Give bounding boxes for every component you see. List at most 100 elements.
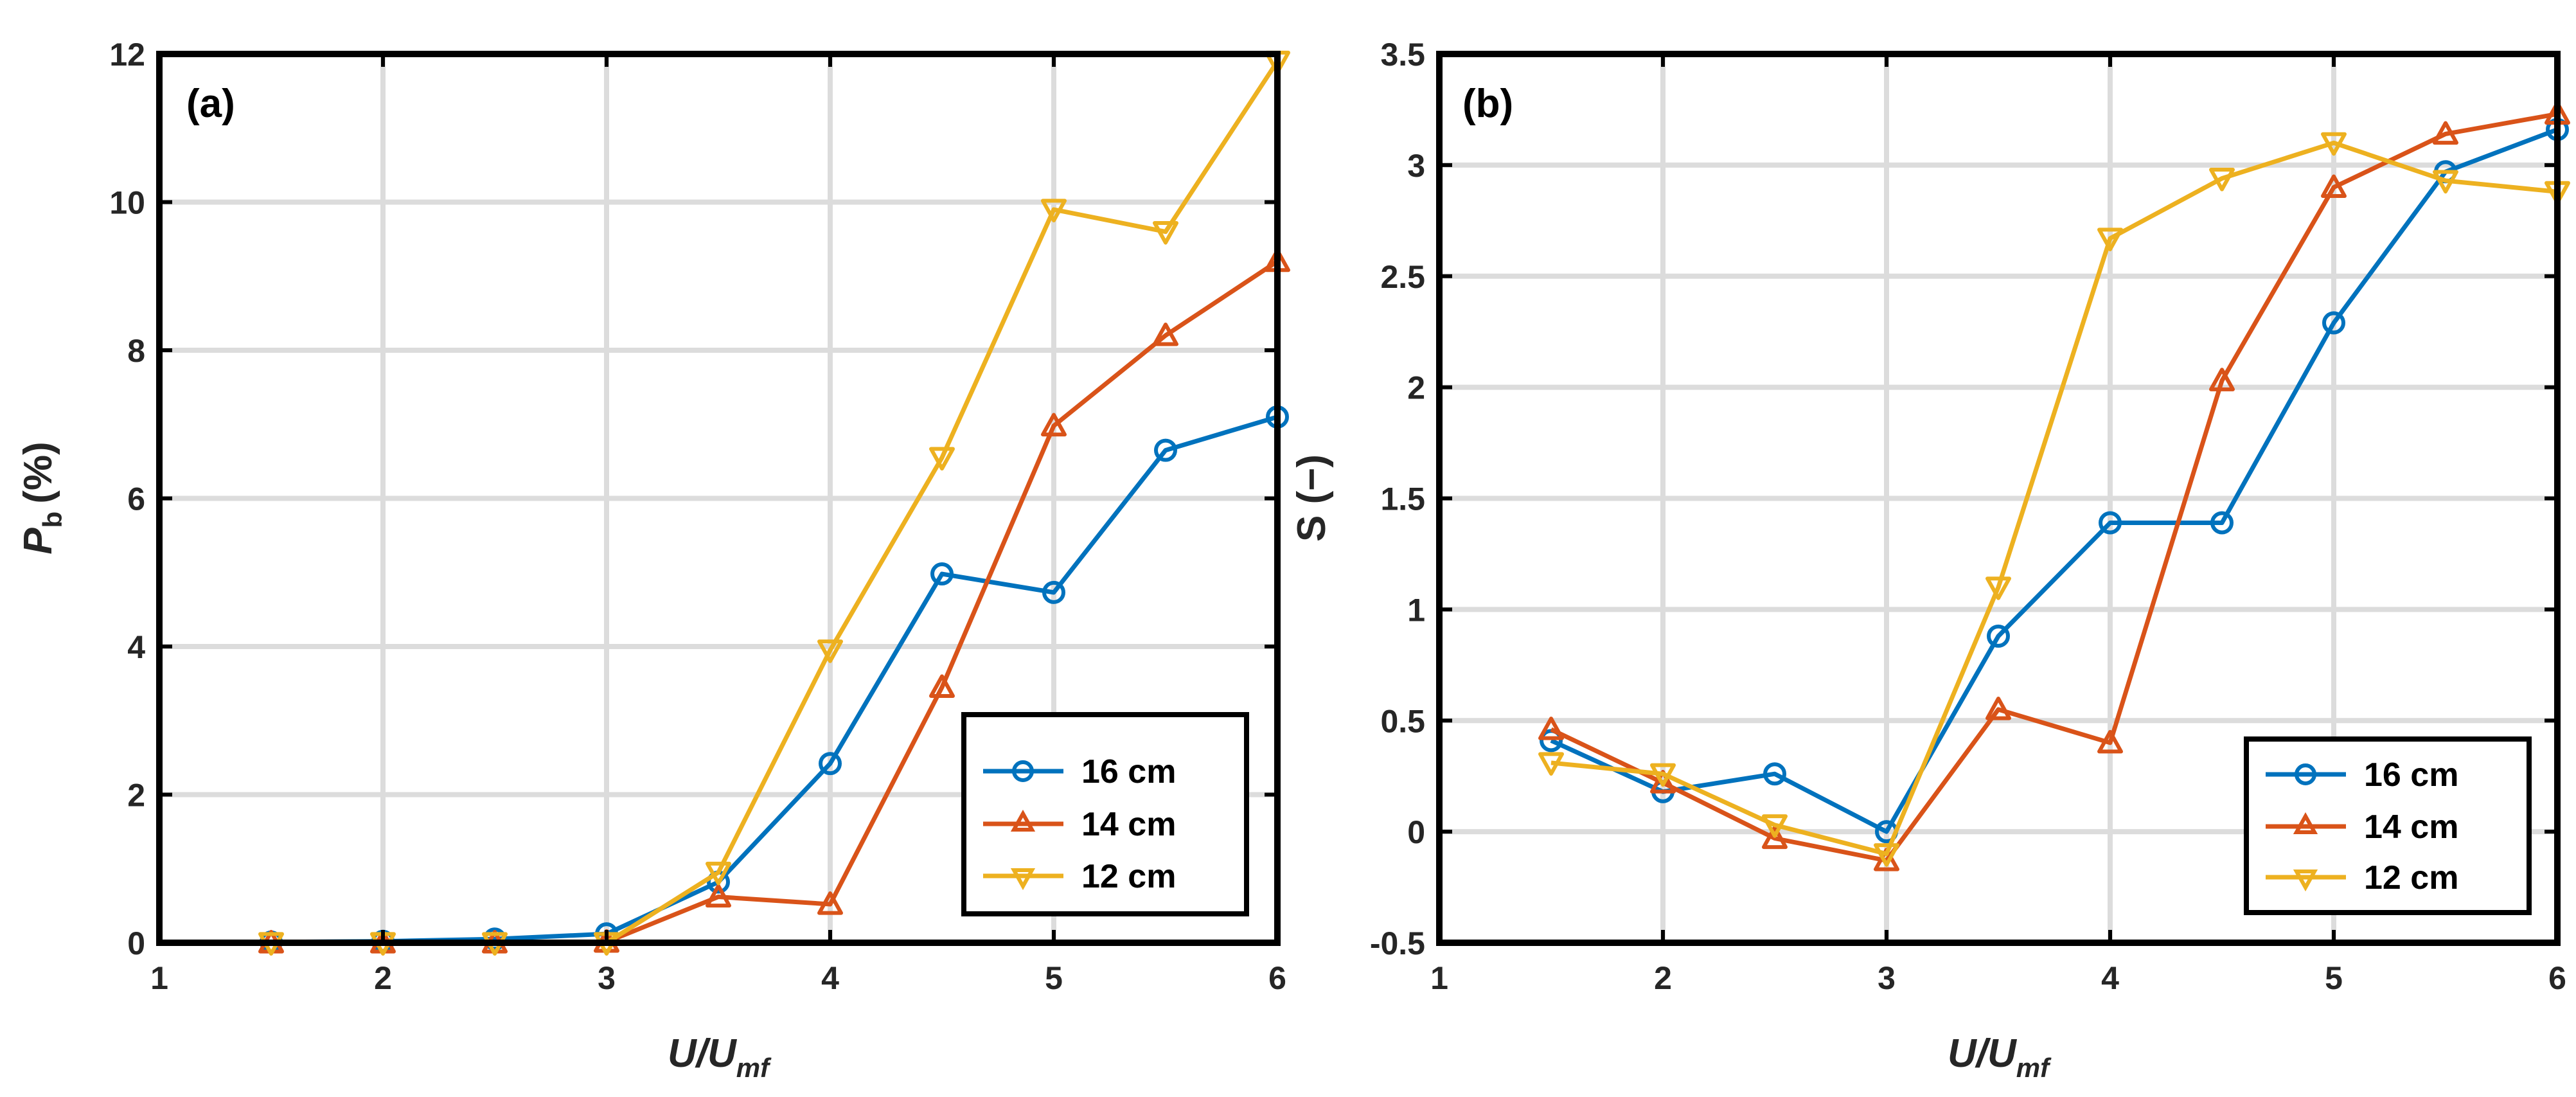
- data-point-16cm-a: [1154, 438, 1177, 462]
- legend-label-12cm-b: 12 cm: [2364, 859, 2458, 896]
- data-point-12cm-a: [1153, 221, 1178, 245]
- legend-label-12cm-a: 12 cm: [1081, 858, 1176, 895]
- legend-marker-16cm-b: [2295, 763, 2316, 785]
- data-point-12cm-b: [1650, 763, 1676, 787]
- x-tick-label-b: 6: [2548, 960, 2566, 996]
- legend-marker-12cm-b: [2293, 870, 2318, 892]
- x-tick-label-b: 3: [1878, 960, 1896, 996]
- x-tick-label-a: 1: [150, 960, 168, 996]
- legend-marker-14cm-a: [1010, 809, 1036, 832]
- y-tick-label-b: 2: [1407, 370, 1425, 406]
- data-point-14cm-a: [817, 891, 843, 915]
- x-axis-title-b: U/Umf: [1948, 1031, 2052, 1083]
- y-tick-label-a: 12: [109, 37, 145, 73]
- y-tick-label-b: 3.5: [1380, 37, 1425, 73]
- data-point-14cm-b: [2097, 729, 2123, 754]
- y-tick-label-b: 1: [1407, 592, 1425, 628]
- x-axis-title-a: U/Umf: [668, 1031, 772, 1083]
- data-point-12cm-a: [817, 639, 843, 663]
- data-point-14cm-b: [2209, 368, 2235, 391]
- legend-entry-16cm-b: 16 cm: [2266, 756, 2458, 794]
- legend-entry-14cm-b: 14 cm: [2266, 808, 2458, 846]
- y-axis-title-b: S (−): [1290, 454, 1334, 542]
- legend-marker-12cm-a: [1010, 868, 1036, 891]
- data-point-12cm-b: [1538, 752, 1564, 776]
- x-tick-label-a: 2: [374, 960, 392, 996]
- data-point-16cm-a: [819, 752, 842, 776]
- data-point-14cm-a: [706, 884, 731, 908]
- y-axis-title-a: Pb(%): [16, 441, 67, 554]
- legend-entry-14cm-a: 14 cm: [983, 806, 1176, 843]
- xtick-labels-a: 1 2 3 4 5 6: [150, 960, 1286, 996]
- data-point-14cm-a: [929, 674, 955, 698]
- x-tick-label-b: 5: [2325, 960, 2343, 996]
- y-tick-label-b: 0: [1407, 814, 1425, 850]
- legend-marker-14cm-b: [2293, 812, 2318, 834]
- series-line-12cm-b: [1550, 140, 2558, 857]
- data-point-12cm-a: [1041, 199, 1067, 223]
- data-point-14cm-b: [1985, 696, 2011, 720]
- data-point-16cm-a: [930, 562, 954, 586]
- data-point-14cm-b: [2321, 174, 2347, 199]
- data-point-14cm-a: [1153, 322, 1178, 346]
- data-point-14cm-b: [1538, 717, 1564, 740]
- data-point-12cm-b: [1762, 814, 1788, 838]
- series-line-16cm-b: [1550, 127, 2559, 834]
- legend-label-14cm-b: 14 cm: [2364, 808, 2458, 846]
- data-point-12cm-b: [2097, 227, 2123, 251]
- y-tick-label-a: 6: [127, 481, 145, 517]
- xtick-labels-b: 1 2 3 4 5 6: [1430, 960, 2566, 996]
- data-point-16cm-b: [1987, 624, 2010, 648]
- x-tick-label-b: 2: [1654, 960, 1672, 996]
- legend-box-a: [961, 712, 1249, 916]
- data-point-16cm-b: [2210, 511, 2234, 535]
- data-point-14cm-b: [1762, 825, 1788, 850]
- y-tick-label-b: -0.5: [1370, 925, 1425, 961]
- panel-b: 1 2 3 4 5 6 -0.5 0 0.5 1 1.5 2 2.5 3 3.5 (b) U/Umf S …: [1290, 37, 2570, 1083]
- grid-b: [1439, 54, 2557, 943]
- legend-marker-16cm-a: [1012, 760, 1034, 782]
- ticks-a: [157, 52, 1279, 945]
- data-point-14cm-b: [2433, 121, 2458, 145]
- data-point-12cm-b: [2321, 132, 2347, 156]
- y-tick-label-a: 4: [127, 629, 145, 665]
- legend-a: 16 cm 14 cm 12 cm: [961, 712, 1249, 916]
- data-point-12cm-b: [2433, 170, 2458, 194]
- panel-label-b: (b): [1462, 82, 1513, 126]
- y-tick-label-a: 2: [127, 778, 145, 814]
- y-tick-label-b: 1.5: [1380, 481, 1425, 517]
- data-point-14cm-b: [1874, 848, 1899, 871]
- legend-entry-16cm-a: 16 cm: [983, 753, 1176, 790]
- ticks-b: [1437, 52, 2559, 945]
- data-point-12cm-a: [706, 861, 731, 886]
- legend-b: 16 cm 14 cm 12 cm: [2244, 736, 2532, 915]
- data-point-16cm-b: [1763, 762, 1786, 786]
- data-point-14cm-b: [1650, 770, 1676, 794]
- ytick-labels-b: -0.5 0 0.5 1 1.5 2 2.5 3 3.5: [1370, 37, 1425, 961]
- x-tick-label-a: 6: [1268, 960, 1286, 996]
- data-point-12cm-b: [2209, 168, 2235, 192]
- legend-label-16cm-b: 16 cm: [2364, 756, 2458, 794]
- legend-entry-12cm-a: 12 cm: [983, 858, 1176, 895]
- ytick-labels-a: 0 2 4 6 8 10 12: [109, 37, 145, 961]
- data-point-16cm-b: [2099, 511, 2122, 535]
- y-tick-label-b: 2.5: [1380, 259, 1425, 295]
- legend-label-16cm-a: 16 cm: [1081, 753, 1176, 790]
- data-point-16cm-a: [1042, 580, 1065, 604]
- x-tick-label-a: 4: [821, 960, 839, 996]
- x-tick-label-a: 3: [598, 960, 616, 996]
- data-point-12cm-a: [929, 447, 955, 471]
- panel-label-a: (a): [186, 82, 235, 126]
- x-tick-label-a: 5: [1045, 960, 1063, 996]
- y-tick-label-a: 8: [127, 333, 145, 369]
- legend-label-14cm-a: 14 cm: [1081, 806, 1176, 843]
- data-point-14cm-a: [1041, 413, 1067, 437]
- legend-entry-12cm-b: 12 cm: [2266, 859, 2458, 896]
- y-tick-label-a: 0: [127, 925, 145, 961]
- data-point-12cm-b: [1874, 843, 1899, 867]
- x-tick-label-b: 1: [1430, 960, 1448, 996]
- data-point-12cm-b: [1985, 576, 2011, 600]
- y-tick-label-b: 3: [1407, 148, 1425, 184]
